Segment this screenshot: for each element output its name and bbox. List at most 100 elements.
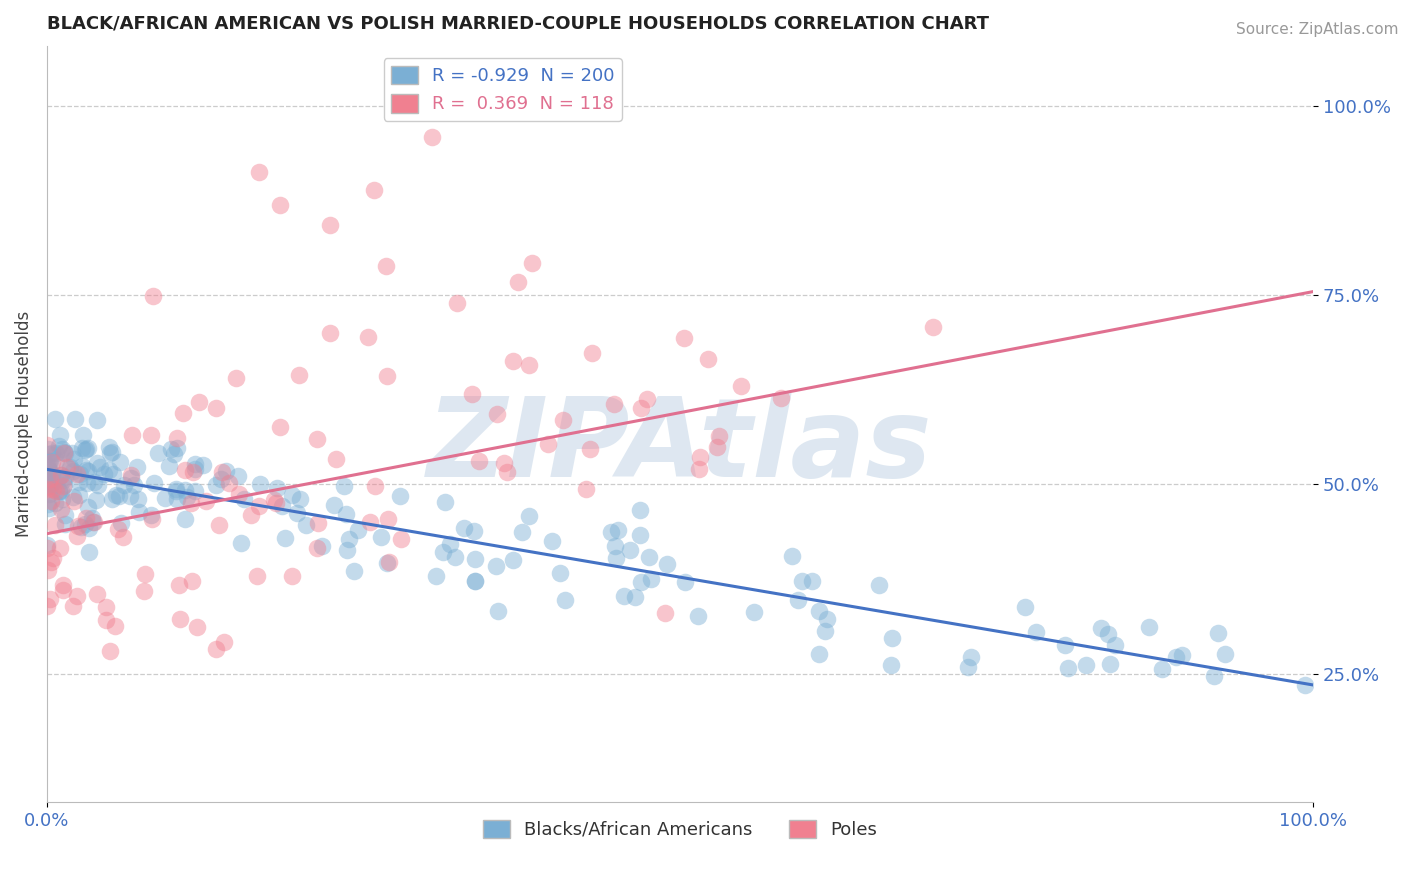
Point (495, 465, 517, 479)
Point (506, 276, 529, 290)
Point (56, 460, 79, 475)
Point (464, 574, 486, 589)
Point (246, 569, 269, 583)
Point (226, 469, 249, 483)
Point (35, 472, 58, 486)
Point (37, 442, 59, 457)
Point (67, 475, 90, 490)
Point (880, 631, 903, 645)
Point (184, 484, 207, 499)
Point (484, 559, 506, 574)
Point (44, 518, 66, 533)
Point (60, 445, 83, 459)
Point (439, 537, 461, 551)
Point (77, 500, 100, 514)
Text: ZIPAtlas: ZIPAtlas (427, 393, 932, 500)
Point (628, 503, 651, 517)
Point (37, 501, 59, 516)
Point (630, 575, 652, 590)
Point (35, 537, 58, 551)
Point (541, 534, 564, 549)
Point (285, 506, 308, 520)
Point (370, 531, 392, 545)
Y-axis label: Married-couple Households: Married-couple Households (15, 310, 32, 537)
Point (53, 470, 76, 484)
Point (288, 491, 311, 506)
Point (1294, 678, 1316, 692)
Point (37, 563, 59, 577)
Point (183, 457, 205, 471)
Point (51, 491, 73, 506)
Point (548, 566, 571, 580)
Point (76, 475, 98, 490)
Point (444, 549, 467, 564)
Point (1098, 657, 1121, 671)
Point (167, 577, 190, 591)
Point (37, 462, 59, 476)
Point (214, 464, 236, 478)
Point (37, 479, 59, 493)
Point (86, 478, 108, 492)
Point (37, 467, 59, 482)
Point (233, 492, 256, 507)
Point (96, 600, 118, 615)
Point (77, 544, 100, 558)
Point (240, 508, 263, 522)
Point (468, 454, 491, 468)
Point (1074, 658, 1097, 673)
Point (51, 502, 73, 516)
Point (363, 183, 385, 197)
Point (157, 458, 180, 473)
Point (638, 549, 661, 564)
Point (75, 511, 97, 525)
Point (1014, 599, 1036, 614)
Point (108, 455, 131, 469)
Point (453, 521, 475, 535)
Point (208, 518, 231, 533)
Point (37, 476, 59, 491)
Point (269, 198, 291, 212)
Point (67, 518, 90, 533)
Point (82, 515, 104, 529)
Point (89, 459, 111, 474)
Point (120, 467, 142, 482)
Point (425, 568, 447, 582)
Point (44, 452, 66, 467)
Point (101, 445, 124, 459)
Point (211, 465, 233, 479)
Point (630, 401, 652, 416)
Point (1150, 662, 1173, 676)
Point (1213, 647, 1236, 661)
Point (815, 612, 838, 626)
Point (463, 524, 485, 538)
Point (575, 483, 598, 497)
Point (636, 392, 658, 407)
Point (41, 466, 63, 480)
Point (37, 465, 59, 479)
Point (205, 478, 228, 492)
Point (62, 451, 84, 466)
Point (142, 476, 165, 491)
Point (347, 523, 370, 537)
Point (101, 491, 124, 506)
Point (53, 508, 76, 522)
Point (37, 599, 59, 613)
Point (52, 446, 75, 460)
Point (186, 619, 208, 633)
Point (48, 541, 70, 555)
Point (492, 456, 515, 470)
Point (184, 462, 207, 476)
Point (311, 539, 333, 553)
Point (337, 533, 360, 547)
Point (174, 463, 197, 477)
Point (35, 458, 58, 473)
Point (125, 460, 148, 475)
Point (108, 489, 131, 503)
Point (319, 218, 342, 232)
Point (274, 532, 297, 546)
Point (122, 478, 145, 492)
Point (520, 255, 543, 269)
Point (77, 464, 100, 478)
Point (52, 445, 75, 459)
Point (75, 463, 97, 477)
